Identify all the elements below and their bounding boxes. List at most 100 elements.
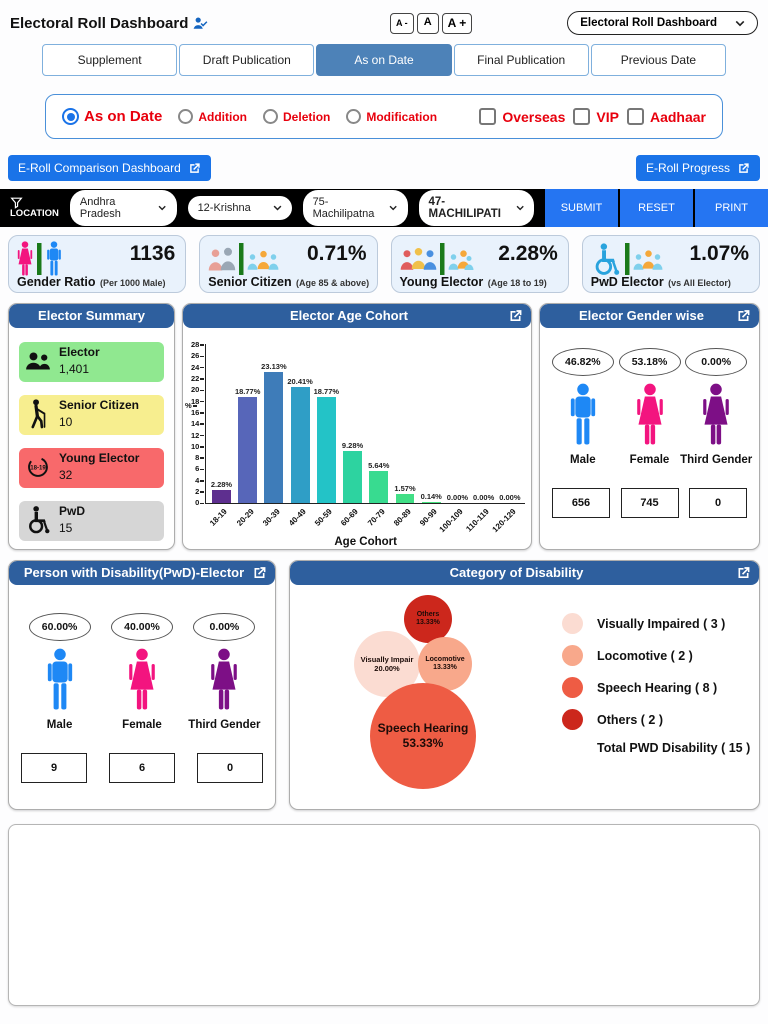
radio-label: Modification	[366, 109, 438, 124]
stat-label: Young Elector (Age 18 to 19)	[400, 273, 564, 291]
radio-deletion[interactable]: Deletion	[263, 109, 330, 124]
eroll-progress-button[interactable]: E-Roll Progress	[635, 155, 760, 181]
panel-header: Elector Gender wise	[540, 304, 759, 329]
pwd-counts: 9 6 0	[9, 731, 275, 784]
legend-dot	[562, 613, 583, 635]
bar-column: 0.14%	[418, 344, 444, 504]
elector-gender-panel: Elector Gender wise 46.82% Male 53.18% F…	[539, 303, 760, 550]
age-cohort-xlabels: 18-19 20-29 30-39 40-49 50-59 60-69 70-79 80-89…	[206, 504, 525, 535]
stat-title: Senior Citizen	[208, 275, 292, 289]
district-select[interactable]: 12-Krishna	[187, 196, 292, 220]
state-select[interactable]: Andhra Pradesh	[69, 190, 177, 226]
disability-bubble-chart: Others 13.33% Visually Impair 20.00% Locomot…	[290, 585, 759, 805]
bar-value-label: 18.77%	[234, 386, 261, 396]
radio-label: Deletion	[283, 109, 331, 124]
young-age-cycle-icon: 18-19	[28, 457, 48, 478]
chevron-down-icon	[389, 205, 397, 211]
radio-icon[interactable]	[346, 109, 362, 124]
location-actions: SUBMIT RESET PRINT	[545, 189, 768, 227]
summary-label: Young Elector	[59, 451, 140, 466]
radio-as-on-date[interactable]: As on Date	[62, 108, 162, 125]
x-tick: 120-129	[490, 507, 518, 535]
font-decrease-button[interactable]: A -	[390, 12, 414, 34]
legend-total: Total PWD Disability ( 15 )	[597, 741, 751, 756]
bar-value-label: 2.28%	[210, 480, 233, 490]
tab-draft-publication[interactable]: Draft Publication	[179, 44, 315, 76]
checkbox-label: Aadhaar	[649, 108, 706, 125]
percent-badge: 53.18%	[618, 348, 681, 377]
stat-label: Gender Ratio (Per 1000 Male)	[17, 273, 181, 291]
panels-row-2: Person with Disability(PwD)-Elector 60.0…	[8, 560, 760, 810]
radio-modification[interactable]: Modification	[346, 109, 437, 124]
bar	[290, 387, 310, 504]
font-normal-button[interactable]: A	[416, 12, 439, 34]
bar-value-label: 23.13%	[261, 361, 287, 371]
checkbox-icon[interactable]	[626, 108, 644, 125]
tab-supplement[interactable]: Supplement	[42, 44, 178, 76]
expand-external-link-icon[interactable]	[252, 566, 267, 581]
checkbox-icon[interactable]	[479, 108, 497, 125]
stat-title: PwD Elector	[590, 275, 664, 289]
expand-external-link-icon[interactable]	[736, 566, 751, 581]
bar	[238, 396, 258, 504]
gender-label: Female	[122, 719, 162, 732]
male-figure-icon	[570, 383, 595, 445]
stat-subtitle: (Age 85 & above)	[296, 278, 370, 288]
y-tick: 8	[195, 455, 204, 461]
bar-column: 5.64%	[366, 344, 392, 504]
stat-label: PwD Elector (vs All Elector)	[591, 273, 755, 291]
font-size-controls: A - A A +	[390, 12, 473, 34]
submit-button[interactable]: SUBMIT	[545, 189, 618, 227]
tab-previous-date[interactable]: Previous Date	[590, 44, 727, 76]
y-tick: 12	[191, 432, 204, 438]
percent-badge: 40.00%	[110, 613, 173, 642]
bar-column: 0.00%	[497, 344, 523, 503]
print-button[interactable]: PRINT	[695, 189, 768, 227]
radio-addition[interactable]: Addition	[178, 109, 247, 124]
stat-subtitle: (vs All Elector)	[668, 278, 731, 288]
senior-citizen-icon	[209, 243, 279, 275]
checkbox-label: VIP	[596, 108, 619, 125]
bar-column: 20.41%	[287, 344, 313, 504]
count-box-male: 9	[21, 753, 87, 784]
part-select[interactable]: 47-MACHILIPATI	[418, 190, 534, 226]
checkbox-vip[interactable]: VIP	[573, 108, 619, 125]
third-gender-figure-icon	[211, 648, 238, 710]
publication-tabs: Supplement Draft Publication As on Date …	[42, 44, 727, 76]
panel-title: Category of Disability	[449, 565, 584, 580]
checkbox-aadhaar[interactable]: Aadhaar	[626, 108, 706, 125]
y-tick: 14	[191, 421, 204, 427]
radio-selected-icon[interactable]	[62, 108, 79, 125]
legend-dot	[562, 709, 583, 731]
radio-icon[interactable]	[263, 109, 279, 124]
expand-external-link-icon[interactable]	[508, 309, 523, 324]
stat-value: 0.71%	[306, 242, 367, 265]
font-increase-button[interactable]: A +	[441, 12, 473, 34]
summary-label: PwD	[59, 504, 86, 519]
checkbox-overseas[interactable]: Overseas	[479, 108, 565, 125]
y-tick: 10	[191, 444, 204, 450]
tab-as-on-date[interactable]: As on Date	[316, 44, 452, 76]
stat-value: 1136	[129, 242, 176, 265]
panel-header: Elector Age Cohort	[183, 304, 531, 329]
young-elector-icon	[400, 243, 473, 275]
checkbox-icon[interactable]	[573, 108, 591, 125]
y-tick: 28	[191, 342, 204, 348]
expand-external-link-icon[interactable]	[736, 309, 751, 324]
bar-column: 23.13%	[261, 344, 287, 504]
tab-final-publication[interactable]: Final Publication	[453, 44, 589, 76]
eroll-comparison-dashboard-button[interactable]: E-Roll Comparison Dashboard	[8, 155, 211, 181]
reset-button[interactable]: RESET	[620, 189, 693, 227]
bubble-others: Others 13.33%	[404, 595, 452, 644]
assembly-select[interactable]: 75-Machilipatna	[302, 190, 408, 226]
summary-value: 10	[59, 415, 73, 430]
stat-card-pwd-elector: 1.07% PwD Elector (vs All Elector)	[581, 235, 760, 293]
chevron-down-icon	[516, 205, 524, 211]
bar-value-label: 1.57%	[394, 484, 416, 494]
bar-column: 18.77%	[313, 344, 339, 504]
dashboard-select[interactable]: Electoral Roll Dashboard	[567, 11, 758, 35]
summary-label: Senior Citizen	[59, 398, 140, 413]
radio-icon[interactable]	[178, 109, 194, 124]
y-tick: 6	[195, 466, 204, 472]
bubble-locomotive: Locomotive 13.33%	[418, 637, 472, 692]
